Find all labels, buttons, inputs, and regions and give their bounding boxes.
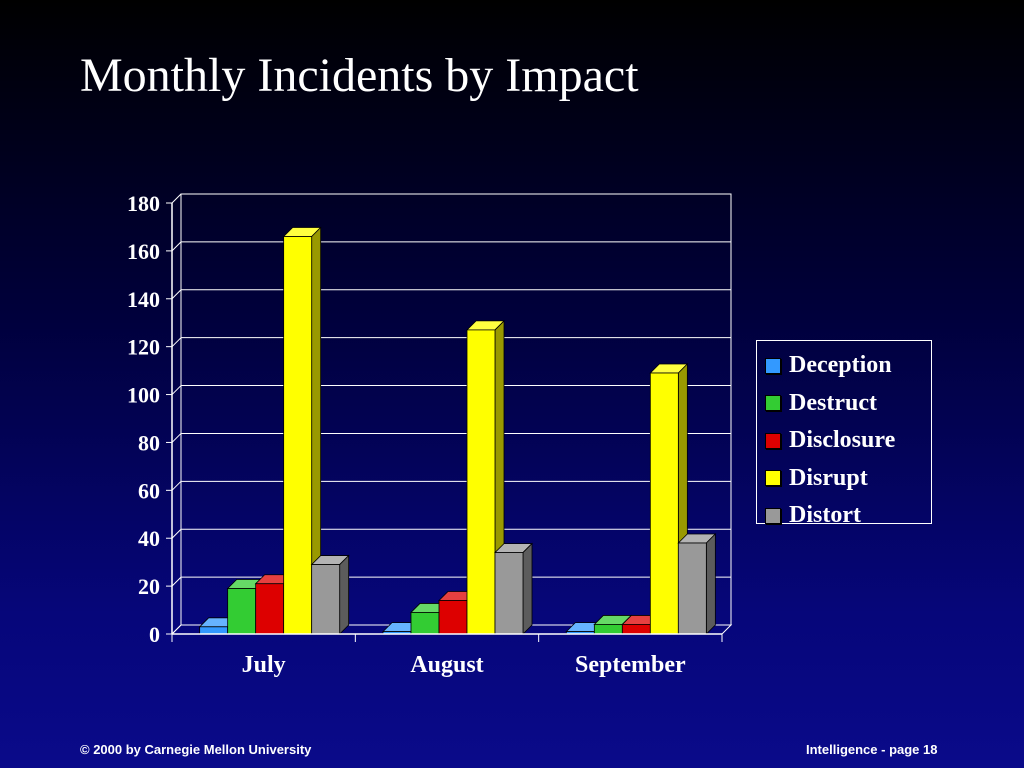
y-tick-diagonal <box>171 289 182 300</box>
x-category-label: August <box>410 652 483 678</box>
slide-title: Monthly Incidents by Impact <box>80 49 639 102</box>
x-category-label: September <box>575 652 686 678</box>
legend-label-disrupt: Disrupt <box>789 464 868 491</box>
y-tick-label: 60 <box>138 478 160 503</box>
legend-item-disrupt: Disrupt <box>765 460 931 498</box>
footer-page-number: Intelligence - page 18 <box>806 742 938 757</box>
bar-front-face <box>649 372 679 635</box>
bar-distort-september <box>677 533 717 635</box>
y-tick-diagonal <box>171 193 182 204</box>
bar-side-face <box>522 542 533 635</box>
bar-front-face <box>466 329 496 635</box>
y-tick-diagonal <box>171 241 182 252</box>
legend-item-distort: Distort <box>765 497 931 535</box>
bar-front-face <box>621 624 651 635</box>
y-tick-diagonal <box>171 433 182 443</box>
axes <box>166 193 723 642</box>
bar-side-face <box>705 533 716 635</box>
chart-legend: Deception Destruct Disclosure Disrupt Di… <box>756 340 932 528</box>
bars <box>198 226 717 635</box>
bar-front-face <box>494 552 524 635</box>
gridlines <box>181 193 731 578</box>
y-tick-label: 20 <box>138 574 160 599</box>
bar-front-face <box>311 564 341 635</box>
y-tick-diagonal <box>171 576 182 587</box>
legend-item-destruct: Destruct <box>765 385 931 423</box>
bar-front-face <box>199 626 229 635</box>
legend-item-disclosure: Disclosure <box>765 422 931 460</box>
bar-side-face <box>339 554 350 635</box>
y-tick-label: 80 <box>138 430 160 455</box>
bar-front-face <box>677 542 707 635</box>
y-tick-label: 0 <box>149 622 160 647</box>
y-tick-diagonal <box>171 385 182 395</box>
y-tick-diagonal <box>171 528 182 539</box>
bar-distort-august <box>494 542 533 635</box>
legend-item-deception: Deception <box>765 347 931 385</box>
legend-swatch-disrupt <box>765 470 781 487</box>
bar-front-face <box>410 612 440 635</box>
legend-label-deception: Deception <box>789 352 892 379</box>
y-tick-diagonal <box>171 480 182 491</box>
y-tick-labels: 0 20 40 60 80 100 120 140 160 180 <box>127 191 160 647</box>
plot-background <box>170 193 733 635</box>
y-tick-label: 120 <box>127 335 160 360</box>
y-tick-diagonal <box>171 337 182 348</box>
footer-copyright: © 2000 by Carnegie Mellon University <box>80 742 312 757</box>
bar-distort-july <box>310 554 350 635</box>
bar-front-face <box>255 583 285 635</box>
bar-front-face <box>593 624 623 635</box>
y-tick-label: 40 <box>138 526 160 551</box>
legend-label-disclosure: Disclosure <box>789 427 896 454</box>
y-tick-label: 100 <box>127 383 160 408</box>
x-category-labels: July August September <box>242 652 686 678</box>
legend-label-distort: Distort <box>789 502 861 529</box>
y-tick-label: 180 <box>127 191 160 216</box>
legend-swatch-destruct <box>765 395 781 412</box>
bar-front-face <box>438 600 468 635</box>
legend-label-destruct: Destruct <box>789 389 877 416</box>
y-tick-label: 160 <box>127 239 160 264</box>
legend-swatch-distort <box>765 507 781 524</box>
legend-swatch-deception <box>765 357 781 374</box>
plot-back-wall <box>180 193 732 626</box>
bar-front-face <box>283 236 313 635</box>
bar-front-face <box>227 588 257 635</box>
y-tick-label: 140 <box>127 287 160 312</box>
x-category-label: July <box>242 652 286 678</box>
legend-swatch-disclosure <box>765 432 781 449</box>
y-tick-diagonal <box>171 624 182 635</box>
